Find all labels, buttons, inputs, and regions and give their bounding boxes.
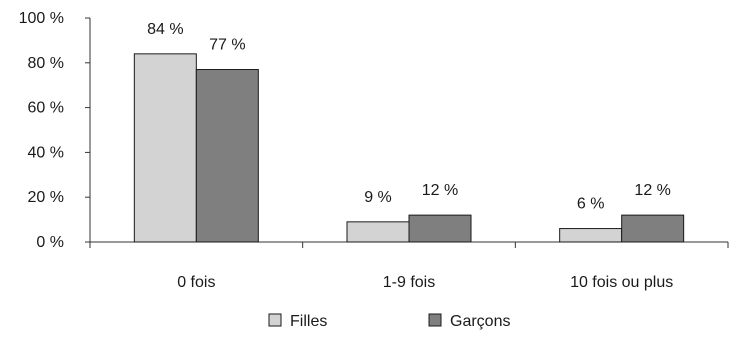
bar [346,221,410,243]
legend: Filles Garçons [268,313,510,330]
bars [133,53,685,243]
data-label: 6 % [577,196,605,213]
data-label: 12 % [634,182,670,199]
y-tick-label: 20 % [28,189,64,206]
bar [621,214,685,243]
x-category-label: 0 fois [177,274,215,291]
y-axis: 0 % 20 % 40 % 60 % 80 % 100 % [19,10,91,251]
y-tick-label: 40 % [28,144,64,161]
y-tick-label: 60 % [28,100,64,117]
x-category-label: 10 fois ou plus [570,274,673,291]
data-label: 12 % [422,182,458,199]
y-tick-label: 0 % [36,234,64,251]
bar [559,228,623,243]
legend-swatch [428,313,442,327]
bar [133,53,197,243]
data-label: 84 % [147,21,183,38]
x-axis: 0 fois 1-9 fois 10 fois ou plus [89,241,729,291]
bar [408,214,472,243]
data-label: 9 % [364,189,392,206]
bar [195,69,259,243]
data-label: 77 % [209,37,245,54]
data-labels: 84 % 77 % 9 % 12 % 6 % 12 % [147,21,671,213]
y-tick-label: 100 % [19,10,64,27]
legend-label: Filles [290,313,327,330]
x-category-label: 1-9 fois [383,274,435,291]
y-tick-label: 80 % [28,55,64,72]
legend-swatch [268,313,282,327]
legend-label: Garçons [450,313,510,330]
